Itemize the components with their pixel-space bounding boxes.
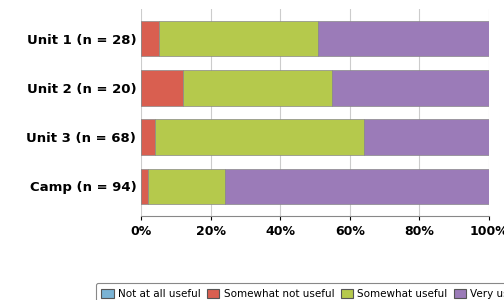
Bar <box>155 119 364 155</box>
Bar <box>319 21 489 56</box>
Bar <box>141 21 158 56</box>
Bar <box>364 119 489 155</box>
Bar <box>141 169 148 204</box>
Bar <box>158 21 319 56</box>
Bar <box>141 119 155 155</box>
Bar <box>183 70 333 106</box>
Legend: Not at all useful, Somewhat not useful, Somewhat useful, Very useful: Not at all useful, Somewhat not useful, … <box>96 283 504 300</box>
Bar <box>141 70 183 106</box>
Bar <box>333 70 489 106</box>
Bar <box>225 169 489 204</box>
Bar <box>148 169 225 204</box>
